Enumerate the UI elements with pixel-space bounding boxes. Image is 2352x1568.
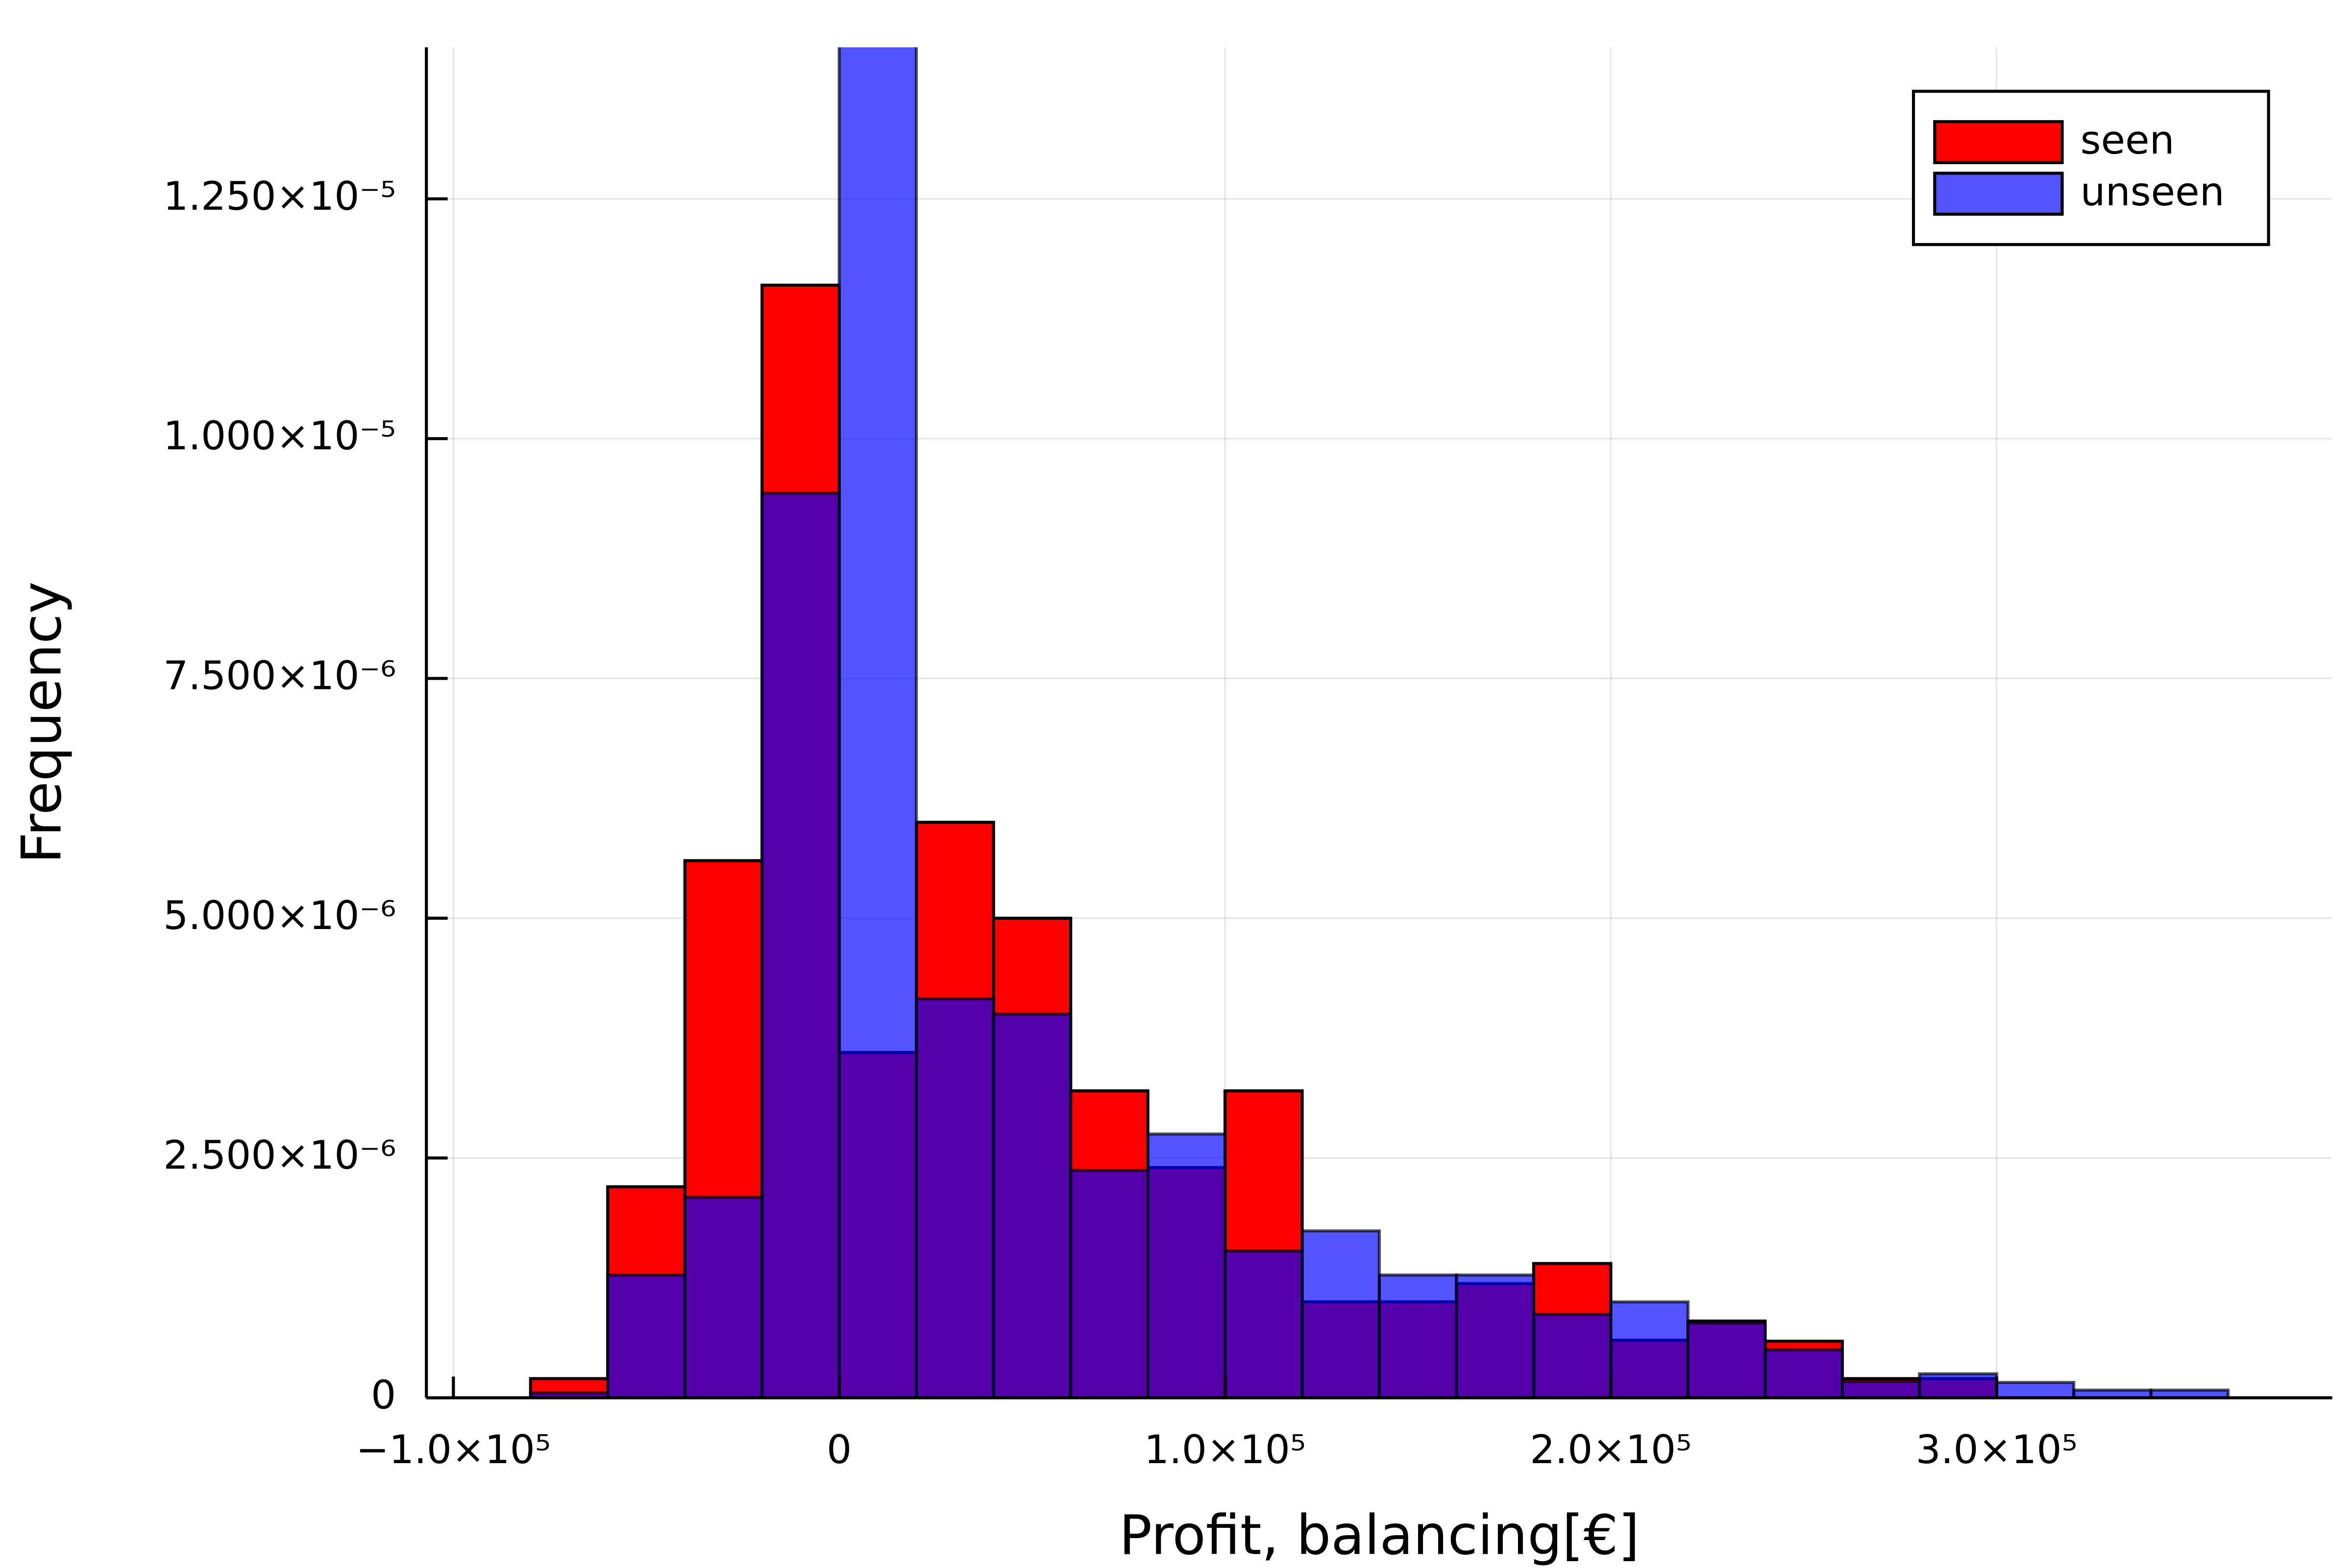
y-tick-label: 7.500×10⁻⁶	[163, 653, 396, 699]
x-tick-label: 0	[827, 1426, 852, 1472]
bar	[1764, 1348, 1844, 1398]
x-axis-title: Profit, balancing[€]	[1119, 1504, 1640, 1567]
x-tick-label: −1.0×10⁵	[356, 1426, 551, 1472]
bar	[1609, 1300, 1690, 1398]
bar	[915, 997, 995, 1398]
y-tick-label: 1.000×10⁻⁵	[163, 413, 396, 459]
legend: seen unseen	[1911, 90, 2270, 246]
bar	[1455, 1273, 1536, 1398]
x-tick-label: 3.0×10⁵	[1916, 1426, 2078, 1472]
legend-label: seen	[2081, 117, 2175, 163]
y-tick-label: 1.250×10⁻⁵	[163, 173, 396, 219]
bar	[1840, 1380, 1921, 1398]
legend-box	[1911, 90, 2270, 246]
y-tick-label: 5.000×10⁻⁶	[163, 892, 396, 938]
bar	[760, 491, 841, 1398]
bar	[1223, 1250, 1304, 1398]
bar	[1069, 1169, 1150, 1398]
bar	[1146, 1132, 1227, 1398]
y-axis-title: Frequency	[11, 582, 74, 864]
bar	[1995, 1381, 2076, 1398]
bar	[837, 47, 918, 1398]
legend-label: unseen	[2081, 169, 2225, 215]
bar	[1377, 1273, 1458, 1398]
x-tick-label: 1.0×10⁵	[1144, 1426, 1306, 1472]
bar	[1918, 1372, 1998, 1398]
x-tick-label: 2.0×10⁵	[1530, 1426, 1691, 1472]
bar	[683, 1196, 764, 1398]
bar	[1300, 1229, 1381, 1398]
legend-swatch	[1933, 172, 2064, 216]
axes: 0 2.500×10⁻⁶ 5.000×10⁻⁶ 7.500×10⁻⁶ 1.000×10⁻…	[163, 47, 2332, 1472]
bar	[606, 1273, 686, 1398]
bar	[1532, 1313, 1613, 1398]
bars	[529, 47, 2230, 1398]
y-tick-label: 2.500×10⁻⁶	[163, 1132, 396, 1178]
bar	[992, 1012, 1073, 1398]
y-tick-label: 0	[371, 1372, 396, 1418]
bar	[1686, 1321, 1767, 1398]
legend-swatch	[1933, 120, 2064, 164]
